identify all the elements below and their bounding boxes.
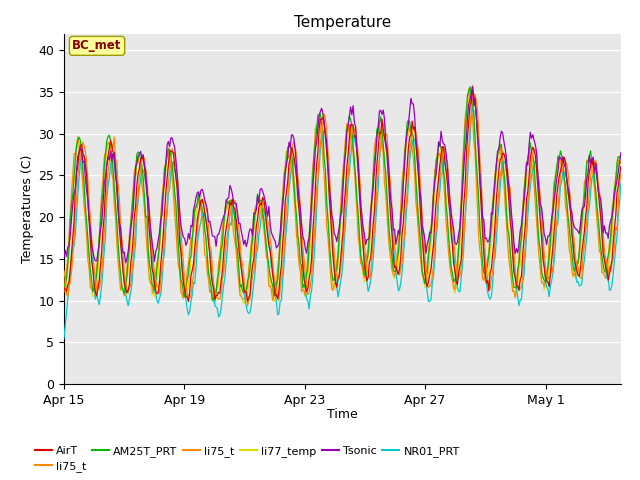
Text: BC_met: BC_met — [72, 39, 122, 52]
Legend: AirT, li75_t, AM25T_PRT, li75_t, li77_temp, Tsonic, NR01_PRT: AirT, li75_t, AM25T_PRT, li75_t, li77_te… — [31, 441, 464, 477]
Title: Temperature: Temperature — [294, 15, 391, 30]
X-axis label: Time: Time — [327, 408, 358, 421]
Y-axis label: Temperatures (C): Temperatures (C) — [21, 155, 34, 263]
